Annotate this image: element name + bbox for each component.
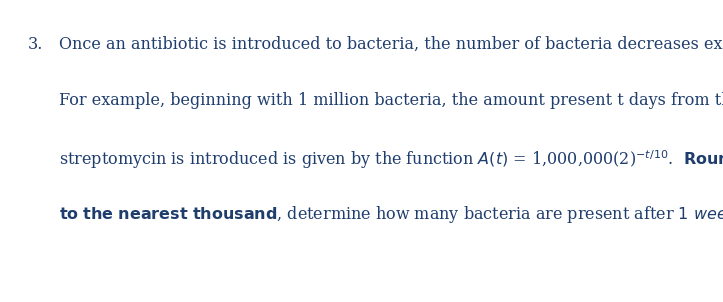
Text: streptomycin is introduced is given by the function $\mathit{A}(\mathit{t})$ = 1: streptomycin is introduced is given by t… [59, 148, 723, 171]
Text: For example, beginning with 1 million bacteria, the amount present t days from t: For example, beginning with 1 million ba… [59, 92, 723, 109]
Text: 3.: 3. [27, 36, 43, 53]
Text: Once an antibiotic is introduced to bacteria, the number of bacteria decreases e: Once an antibiotic is introduced to bact… [59, 36, 723, 53]
Text: $\mathbf{to\ the\ nearest\ thousand}$, determine how many bacteria are present a: $\mathbf{to\ the\ nearest\ thousand}$, d… [59, 204, 723, 225]
